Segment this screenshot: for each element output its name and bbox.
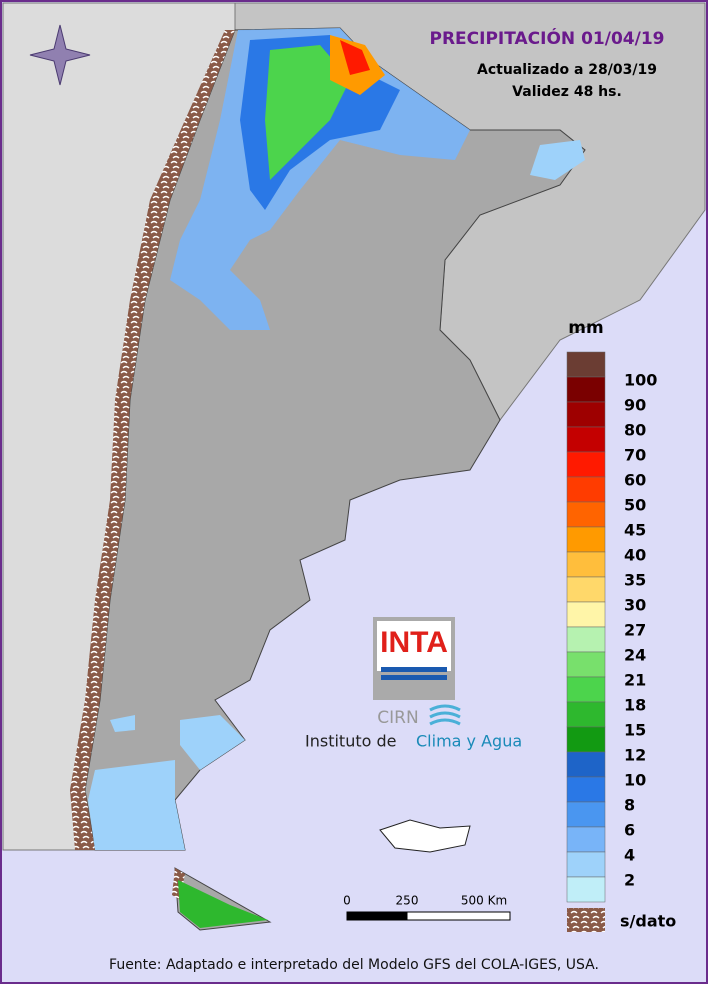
validity: Validez 48 hs. [512,84,622,100]
legend-swatch [566,551,606,578]
legend-label: 18 [624,696,646,715]
precip-area [265,45,350,180]
legend-swatch [566,651,606,678]
legend-swatch [566,426,606,453]
logo-name: Clima y Agua [416,732,522,751]
legend-swatch [566,626,606,653]
legend-swatch [566,601,606,628]
legend-swatch [566,876,606,903]
legend-label: 40 [624,546,646,565]
legend-label: 60 [624,471,646,490]
legend-label: 80 [624,421,646,440]
legend-label: 21 [624,671,646,690]
logo-inner [377,621,451,671]
legend-label: 27 [624,621,646,640]
scale-label: 500 Km [461,894,507,908]
legend-label: 50 [624,496,646,515]
legend-swatch [566,526,606,553]
legend-label: 70 [624,446,646,465]
logo-brand: INTA [380,626,448,659]
scale-label: 250 [396,894,419,908]
scale-label: 0 [343,894,351,908]
legend-swatch [566,726,606,753]
precip-area [88,715,245,850]
logo-waves [429,704,461,726]
legend-swatch [566,401,606,428]
legend-label: 35 [624,571,646,590]
legend-label: 6 [624,821,635,840]
legend-swatch [566,476,606,503]
precip-area [178,880,268,928]
legend-swatch [566,676,606,703]
no-data-swatch [567,908,605,932]
logo-prefix: Instituto de [305,732,396,751]
no-data-label: s/dato [620,912,676,931]
legend-swatch [566,701,606,728]
scale-bar [406,911,511,921]
legend-label: 2 [624,871,635,890]
legend-label: 24 [624,646,646,665]
legend-swatch [566,351,606,378]
islands [379,819,471,853]
logo-stripe [381,667,447,672]
scale-bar [346,911,408,921]
precip-area [340,40,370,75]
logo-cirn: CIRN [377,708,418,728]
legend-label: 8 [624,796,635,815]
no-data-area [70,30,235,850]
title: PRECIPITACIÓN 01/04/19 [430,27,665,49]
legend-label: 12 [624,746,646,765]
legend-swatch [566,776,606,803]
legend-swatch [566,751,606,778]
updated: Actualizado a 28/03/19 [477,62,657,78]
logo-stripe [381,675,447,680]
precip-area [530,140,585,180]
legend-unit: mm [568,318,603,338]
legend-swatch [566,851,606,878]
legend-label: 90 [624,396,646,415]
legend-swatch [566,826,606,853]
legend-label: 15 [624,721,646,740]
legend-swatch [566,801,606,828]
legend-swatch [566,376,606,403]
legend-swatch [566,501,606,528]
legend-label: 45 [624,521,646,540]
legend-swatch [566,576,606,603]
legend-label: 4 [624,846,635,865]
footer: Fuente: Adaptado e interpretado del Mode… [109,957,599,973]
legend-swatch [566,451,606,478]
legend-label: 100 [624,371,657,390]
legend-label: 10 [624,771,646,790]
compass [29,24,91,86]
legend-label: 30 [624,596,646,615]
legend: 100 90 80 70 60 50 45 40 35 30 27 24 21 18 15 12 10 8 6 4 2 [566,351,657,903]
